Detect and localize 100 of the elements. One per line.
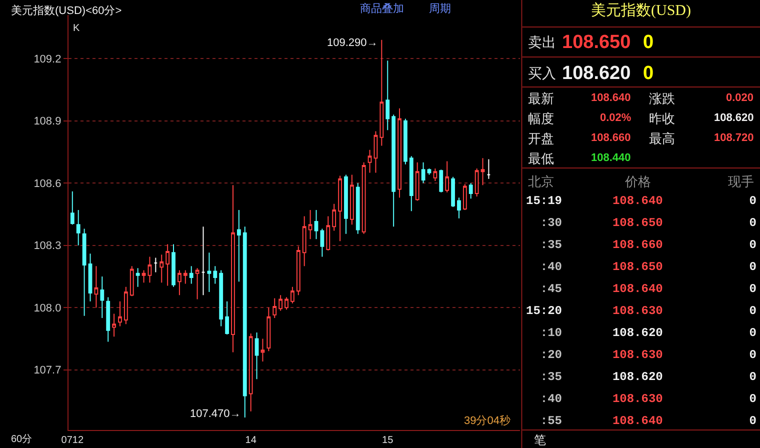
candlestick bbox=[254, 332, 259, 380]
text: 0 bbox=[643, 63, 654, 84]
text: 0 bbox=[749, 282, 756, 296]
x-tick-label: 14 bbox=[245, 435, 257, 446]
text: 108.720 bbox=[714, 132, 754, 144]
candlestick bbox=[374, 130, 378, 174]
candlestick bbox=[124, 286, 128, 325]
candlestick bbox=[356, 182, 360, 234]
text: 0 bbox=[749, 238, 756, 252]
candlestick bbox=[308, 210, 312, 240]
candlestick bbox=[302, 216, 306, 267]
text: 幅度 bbox=[528, 111, 554, 126]
annotation: 107.470→ bbox=[190, 408, 241, 420]
text: 开盘 bbox=[528, 131, 554, 146]
x-tick-label: 0712 bbox=[61, 435, 84, 446]
text: :10 bbox=[526, 326, 562, 340]
candlestick bbox=[225, 300, 229, 336]
text: 0.020 bbox=[726, 92, 754, 104]
text: 北京 bbox=[528, 174, 554, 189]
text: 买入 bbox=[528, 65, 556, 81]
candlestick bbox=[207, 252, 212, 293]
text: :40 bbox=[526, 260, 562, 274]
candlestick bbox=[248, 333, 253, 412]
candlestick bbox=[82, 228, 86, 316]
candlestick bbox=[320, 228, 324, 258]
candlestick bbox=[130, 266, 134, 297]
candlestick bbox=[189, 266, 194, 284]
candlestick bbox=[219, 270, 224, 327]
candlestick bbox=[427, 168, 432, 176]
candlestick bbox=[272, 298, 277, 318]
candlestick bbox=[106, 296, 110, 342]
text: 108.640 bbox=[612, 414, 663, 428]
text: :45 bbox=[526, 282, 562, 296]
candlestick bbox=[172, 244, 176, 288]
text: 108.630 bbox=[612, 348, 663, 362]
candlestick bbox=[160, 254, 164, 284]
candlestick bbox=[462, 184, 467, 211]
text: 最高 bbox=[649, 131, 675, 146]
candlestick bbox=[284, 296, 288, 310]
candlestick bbox=[70, 190, 74, 226]
candlestick bbox=[480, 158, 485, 186]
text: 笔 bbox=[534, 433, 546, 447]
y-tick-label: 108.6 bbox=[34, 178, 62, 190]
candlestick bbox=[415, 162, 420, 202]
candlestick bbox=[242, 226, 247, 418]
candlestick bbox=[290, 286, 294, 304]
annotation: 109.290→ bbox=[327, 37, 378, 49]
y-tick-label: 108.0 bbox=[34, 302, 62, 314]
candlestick bbox=[433, 168, 438, 182]
candlestick bbox=[94, 266, 98, 308]
candlestick bbox=[260, 338, 265, 362]
candlestick bbox=[195, 268, 200, 300]
candlestick bbox=[332, 203, 336, 232]
text: 108.650 bbox=[612, 260, 663, 274]
text: 0 bbox=[749, 414, 756, 428]
candlestick bbox=[409, 156, 414, 212]
candlestick bbox=[362, 162, 366, 234]
candlestick bbox=[368, 149, 372, 174]
candlestick bbox=[451, 176, 455, 208]
y-tick-label: 108.3 bbox=[34, 240, 62, 252]
candlestick bbox=[142, 270, 146, 284]
candlestick bbox=[166, 244, 170, 286]
text: 108.620 bbox=[612, 326, 663, 340]
candlestick bbox=[266, 307, 271, 352]
candlestick bbox=[403, 118, 408, 165]
text: 美元指数(USD) bbox=[591, 2, 691, 19]
candlestick bbox=[468, 182, 473, 200]
candlestick bbox=[338, 175, 342, 242]
text: :35 bbox=[526, 370, 562, 384]
candlestick bbox=[386, 60, 390, 131]
candlestick bbox=[278, 294, 283, 312]
candlestick bbox=[231, 184, 235, 353]
text: :30 bbox=[526, 216, 562, 230]
text: 0 bbox=[749, 194, 756, 208]
candlestick bbox=[76, 210, 80, 246]
chart-title: 美元指数(USD)<60分> bbox=[11, 4, 122, 17]
text: 108.630 bbox=[612, 392, 663, 406]
text: 最低 bbox=[528, 151, 554, 166]
text: 108.620 bbox=[612, 370, 663, 384]
candlestick bbox=[118, 300, 122, 327]
candlestick bbox=[326, 216, 330, 252]
text: 108.660 bbox=[591, 132, 631, 144]
candlestick bbox=[236, 210, 241, 282]
candlestick bbox=[474, 168, 479, 198]
candlestick bbox=[445, 160, 450, 193]
text: :20 bbox=[526, 348, 562, 362]
text: 昨收 bbox=[649, 111, 675, 126]
candlestick bbox=[296, 246, 300, 296]
candlestick bbox=[344, 174, 348, 234]
text: 最新 bbox=[528, 91, 554, 106]
candlestick bbox=[486, 158, 491, 180]
text: 108.630 bbox=[612, 304, 663, 318]
text: 0.02% bbox=[600, 112, 632, 124]
text: 商品叠加 bbox=[360, 2, 404, 15]
y-tick-label: 108.9 bbox=[34, 116, 62, 128]
annotation: K bbox=[73, 23, 80, 34]
candlestick bbox=[100, 276, 104, 318]
candlestick bbox=[201, 226, 206, 296]
x-tick-label: 15 bbox=[382, 435, 394, 446]
y-tick-label: 109.2 bbox=[34, 53, 62, 66]
